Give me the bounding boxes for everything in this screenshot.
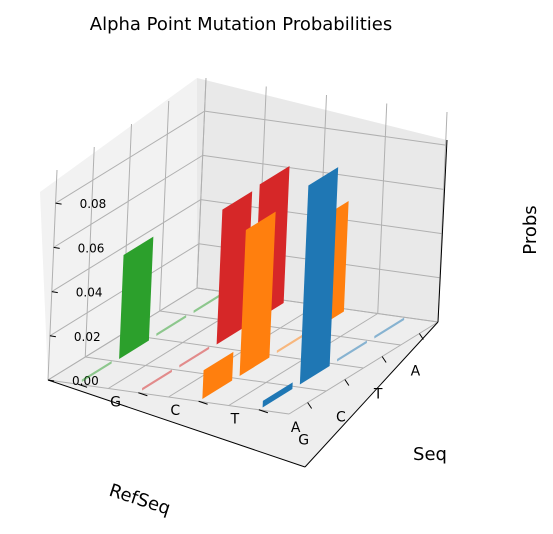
bar-a-t [337,340,367,362]
bar-c-g [142,369,172,391]
bar-g-a [193,292,224,313]
x-tick-label: G [298,433,309,449]
z-tick-label: 0.08 [80,197,107,211]
x-tick-label: T [373,387,383,403]
bar-t-c [239,211,276,376]
z-tick-label: 0.04 [76,286,103,300]
pane-grid-line [202,154,444,190]
x-tick-label: C [336,410,346,426]
y-tick-mark [198,400,208,405]
left-pane [40,78,197,380]
bar-a-a [374,317,405,339]
axis-lines [47,139,448,468]
bars [81,165,405,408]
z-tick-mark [55,202,62,205]
pane-grid-line [47,169,58,381]
bar-a-g [262,382,293,408]
pane-grid-line [53,154,203,248]
bar-t-t [276,332,307,353]
bar-t-g [202,351,234,399]
pane-grid-line [55,110,205,204]
z-tick-mark [49,335,56,338]
y-axis-line [304,321,439,468]
x-tick-label: A [411,364,421,380]
z-axis-line [437,139,448,323]
bar-g-g [81,361,112,382]
x-tick-mark [418,333,424,340]
z-axis-label: Probs [520,205,541,254]
y-tick-mark [138,392,148,397]
y-tick-label: A [291,420,301,436]
y-tick-label: C [170,403,180,419]
x-tick-mark [344,379,350,386]
pane-grid-line [84,146,95,358]
pane-grid-line [51,199,202,293]
y-tick-label: T [230,411,240,427]
z-tick-mark [51,291,58,294]
bar-a-c [299,167,339,385]
y-tick-mark [258,409,269,414]
pane-grid-line [196,77,207,289]
bar-g-t [156,315,187,336]
z-tick-mark [53,246,60,249]
x-tick-mark [307,402,313,409]
z-tick-label: 0.00 [72,374,99,388]
bar-g-c [119,236,154,359]
x-axis-label: RefSeq [106,480,172,519]
x-axis-line [47,379,306,468]
pane-grid-line [159,100,170,312]
z-tick-mark [47,379,55,382]
z-tick-label: 0.06 [78,241,105,255]
y-axis-label: Seq [413,444,447,465]
pane-grid-line [377,103,388,314]
y-tick-label: G [110,394,121,410]
floor-grid-line [288,321,439,415]
chart-title: Alpha Point Mutation Probabilities [90,14,393,35]
z-tick-label: 0.02 [74,330,101,344]
x-tick-mark [381,356,387,363]
pane-grid-line [204,110,446,146]
y-tick-mark [77,383,88,388]
bar-c-c [179,346,210,368]
